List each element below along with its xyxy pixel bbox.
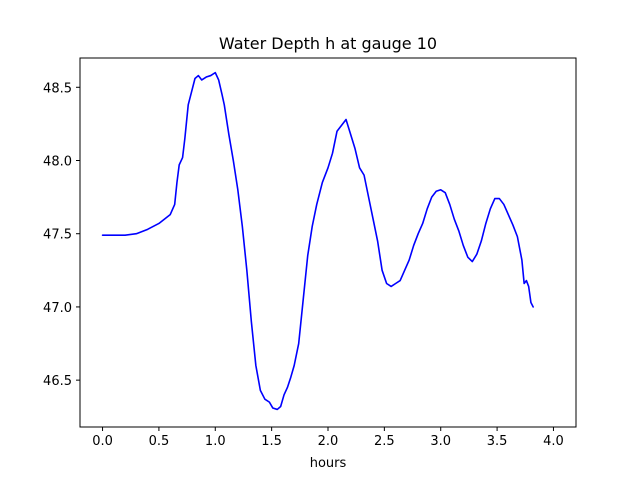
x-tick-label: 3.0 <box>430 434 451 449</box>
y-tick-label: 46.5 <box>43 374 72 389</box>
series-layer <box>101 71 534 411</box>
x-tick-label: 4.0 <box>543 434 564 449</box>
x-tick-label: 0.0 <box>92 434 113 449</box>
x-tick-label: 1.0 <box>205 434 226 449</box>
x-tick-label: 3.5 <box>487 434 508 449</box>
x-tick-label: 2.5 <box>374 434 395 449</box>
series-line <box>101 71 534 411</box>
x-tick-label: 1.5 <box>261 434 282 449</box>
y-tick-label: 48.5 <box>43 81 72 96</box>
x-tick-label: 2.0 <box>318 434 339 449</box>
y-tick-label: 47.5 <box>43 228 72 243</box>
chart-title: Water Depth h at gauge 10 <box>219 34 437 53</box>
y-axis: 46.5 47.0 47.5 48.0 48.5 <box>43 81 80 389</box>
y-tick-label: 48.0 <box>43 155 72 170</box>
y-tick-label: 47.0 <box>43 301 72 316</box>
x-axis-label: hours <box>310 456 347 471</box>
x-axis: 0.0 0.5 1.0 1.5 2.0 2.5 3.0 3.5 4.0 <box>92 427 564 449</box>
x-tick-label: 0.5 <box>149 434 170 449</box>
